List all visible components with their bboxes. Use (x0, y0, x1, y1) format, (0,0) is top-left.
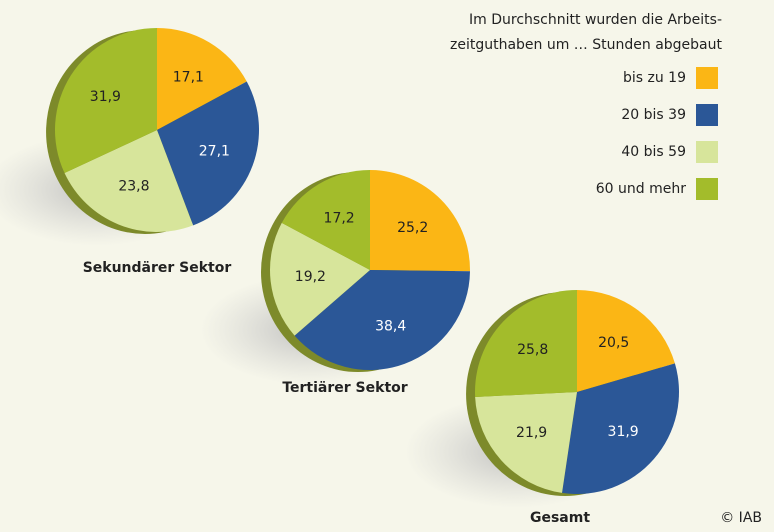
chart-title: Sekundärer Sektor (83, 260, 232, 276)
pie-slice (54, 28, 157, 174)
pie-slice (157, 81, 260, 226)
data-label: 23,8 (118, 179, 149, 195)
chart-title: Tertiärer Sektor (282, 380, 407, 396)
pie-slice (475, 290, 577, 397)
legend-title: zeitguthaben um … Stunden abgebaut (450, 37, 723, 53)
chart-title: Gesamt (530, 510, 590, 526)
legend-title: Im Durchschnitt wurden die Arbeits- (469, 12, 722, 28)
pie-slice (562, 363, 679, 495)
pie-slice (281, 170, 370, 270)
legend-label: 20 bis 39 (621, 107, 686, 123)
data-label: 21,9 (516, 425, 547, 441)
data-label: 17,1 (173, 69, 204, 85)
data-label: 17,2 (324, 211, 355, 227)
legend-label: bis zu 19 (623, 70, 686, 86)
legend-swatch (696, 104, 718, 126)
legend-label: 40 bis 59 (621, 144, 686, 160)
pie-slice (157, 28, 247, 130)
data-label: 25,8 (517, 342, 548, 358)
data-label: 27,1 (199, 143, 230, 159)
data-label: 19,2 (295, 269, 326, 285)
credit: © IAB (720, 510, 762, 526)
pie-slice (475, 392, 577, 493)
data-label: 31,9 (608, 424, 639, 440)
legend-swatch (696, 141, 718, 163)
data-label: 20,5 (598, 335, 629, 351)
legend-swatch (696, 67, 718, 89)
pie-slice (370, 170, 470, 272)
pie-slice (294, 270, 470, 370)
legend-label: 60 und mehr (596, 181, 686, 197)
pie-slice (64, 130, 194, 233)
data-label: 31,9 (90, 89, 121, 105)
legend-swatch (696, 178, 718, 200)
data-label: 25,2 (397, 220, 428, 236)
data-label: 38,4 (375, 318, 406, 334)
pie-slice (269, 222, 370, 336)
pie-slice (577, 290, 675, 392)
